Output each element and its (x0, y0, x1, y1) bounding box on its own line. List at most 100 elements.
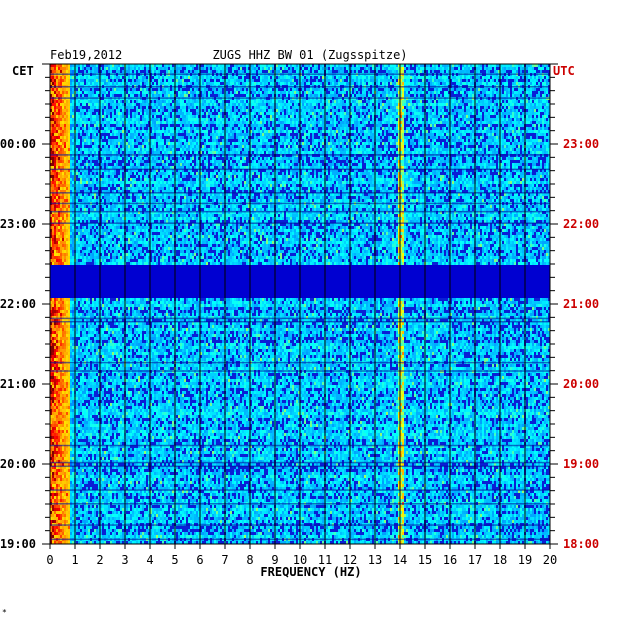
spectrogram-cell (94, 67, 96, 70)
spectrogram-cell (260, 112, 262, 115)
spectrogram-cell (516, 76, 518, 79)
spectrogram-cell (134, 91, 136, 94)
spectrogram-cell (392, 100, 394, 103)
spectrogram-cell (362, 130, 364, 133)
spectrogram-cell (518, 121, 520, 124)
spectrogram-cell (526, 115, 528, 118)
spectrogram-cell (258, 121, 260, 124)
spectrogram-cell (536, 76, 538, 79)
spectrogram-cell (152, 106, 154, 109)
spectrogram-cell (202, 103, 204, 106)
spectrogram-cell (470, 109, 472, 112)
spectrogram-cell (418, 121, 420, 124)
spectrogram-cell (122, 121, 124, 124)
spectrogram-cell (346, 82, 348, 85)
spectrogram-cell (202, 76, 204, 79)
spectrogram-cell (402, 130, 404, 133)
spectrogram-cell (354, 103, 356, 106)
spectrogram-cell (170, 106, 172, 109)
spectrogram-cell (118, 88, 120, 91)
spectrogram-cell (366, 139, 368, 142)
spectrogram-cell (434, 82, 436, 85)
spectrogram-cell (338, 67, 340, 70)
spectrogram-cell (128, 106, 130, 109)
spectrogram-cell (254, 67, 256, 70)
spectrogram-cell (338, 136, 340, 139)
spectrogram-cell (112, 100, 114, 103)
spectrogram-cell (492, 76, 494, 79)
spectrogram-cell (58, 136, 60, 139)
spectrogram-cell (72, 70, 74, 73)
spectrogram-cell (104, 70, 106, 73)
spectrogram-cell (120, 103, 122, 106)
spectrogram-cell (62, 88, 64, 91)
spectrogram-cell (356, 118, 358, 121)
spectrogram-cell (384, 88, 386, 91)
spectrogram-cell (462, 121, 464, 124)
spectrogram-cell (258, 70, 260, 73)
spectrogram-cell (472, 121, 474, 124)
spectrogram-cell (532, 124, 534, 127)
spectrogram-cell (188, 100, 190, 103)
spectrogram-cell (340, 91, 342, 94)
spectrogram-cell (252, 121, 254, 124)
spectrogram-cell (122, 94, 124, 97)
spectrogram-cell (382, 103, 384, 106)
spectrogram-cell (384, 103, 386, 106)
spectrogram-cell (106, 103, 108, 106)
spectrogram-cell (302, 100, 304, 103)
spectrogram-cell (456, 76, 458, 79)
spectrogram-cell (62, 79, 64, 82)
spectrogram-cell (234, 82, 236, 85)
spectrogram-cell (290, 121, 292, 124)
spectrogram-cell (228, 82, 230, 85)
spectrogram-cell (520, 103, 522, 106)
spectrogram-cell (64, 82, 66, 85)
spectrogram-cell (54, 67, 56, 70)
spectrogram-cell (138, 76, 140, 79)
spectrogram-cell (410, 100, 412, 103)
spectrogram-cell (460, 112, 462, 115)
spectrogram-cell (480, 67, 482, 70)
spectrogram-cell (366, 67, 368, 70)
spectrogram-cell (104, 91, 106, 94)
spectrogram-cell (330, 94, 332, 97)
spectrogram-cell (120, 82, 122, 85)
spectrogram-cell (352, 82, 354, 85)
spectrogram-cell (340, 121, 342, 124)
spectrogram-cell (508, 133, 510, 136)
spectrogram-cell (186, 124, 188, 127)
spectrogram-cell (344, 112, 346, 115)
spectrogram-cell (130, 121, 132, 124)
spectrogram-cell (240, 136, 242, 139)
spectrogram-cell (240, 118, 242, 121)
spectrogram-cell (490, 124, 492, 127)
spectrogram-cell (532, 79, 534, 82)
spectrogram-cell (538, 82, 540, 85)
spectrogram-cell (196, 79, 198, 82)
spectrogram-cell (344, 76, 346, 79)
spectrogram-cell (162, 115, 164, 118)
spectrogram-cell (510, 115, 512, 118)
spectrogram-cell (126, 82, 128, 85)
spectrogram-cell (120, 76, 122, 79)
spectrogram-cell (312, 76, 314, 79)
spectrogram-cell (466, 136, 468, 139)
spectrogram-cell (284, 130, 286, 133)
spectrogram-cell (478, 127, 480, 130)
spectrogram-cell (178, 121, 180, 124)
spectrogram-cell (366, 115, 368, 118)
spectrogram-cell (138, 124, 140, 127)
spectrogram-cell (456, 127, 458, 130)
spectrogram-cell (542, 88, 544, 91)
spectrogram-cell (486, 100, 488, 103)
spectrogram-cell (330, 67, 332, 70)
spectrogram-cell (96, 115, 98, 118)
spectrogram-cell (420, 70, 422, 73)
spectrogram-cell (408, 121, 410, 124)
spectrogram-cell (214, 82, 216, 85)
spectrogram-cell (392, 118, 394, 121)
spectrogram-cell (242, 82, 244, 85)
spectrogram-cell (278, 130, 280, 133)
spectrogram-cell (126, 100, 128, 103)
